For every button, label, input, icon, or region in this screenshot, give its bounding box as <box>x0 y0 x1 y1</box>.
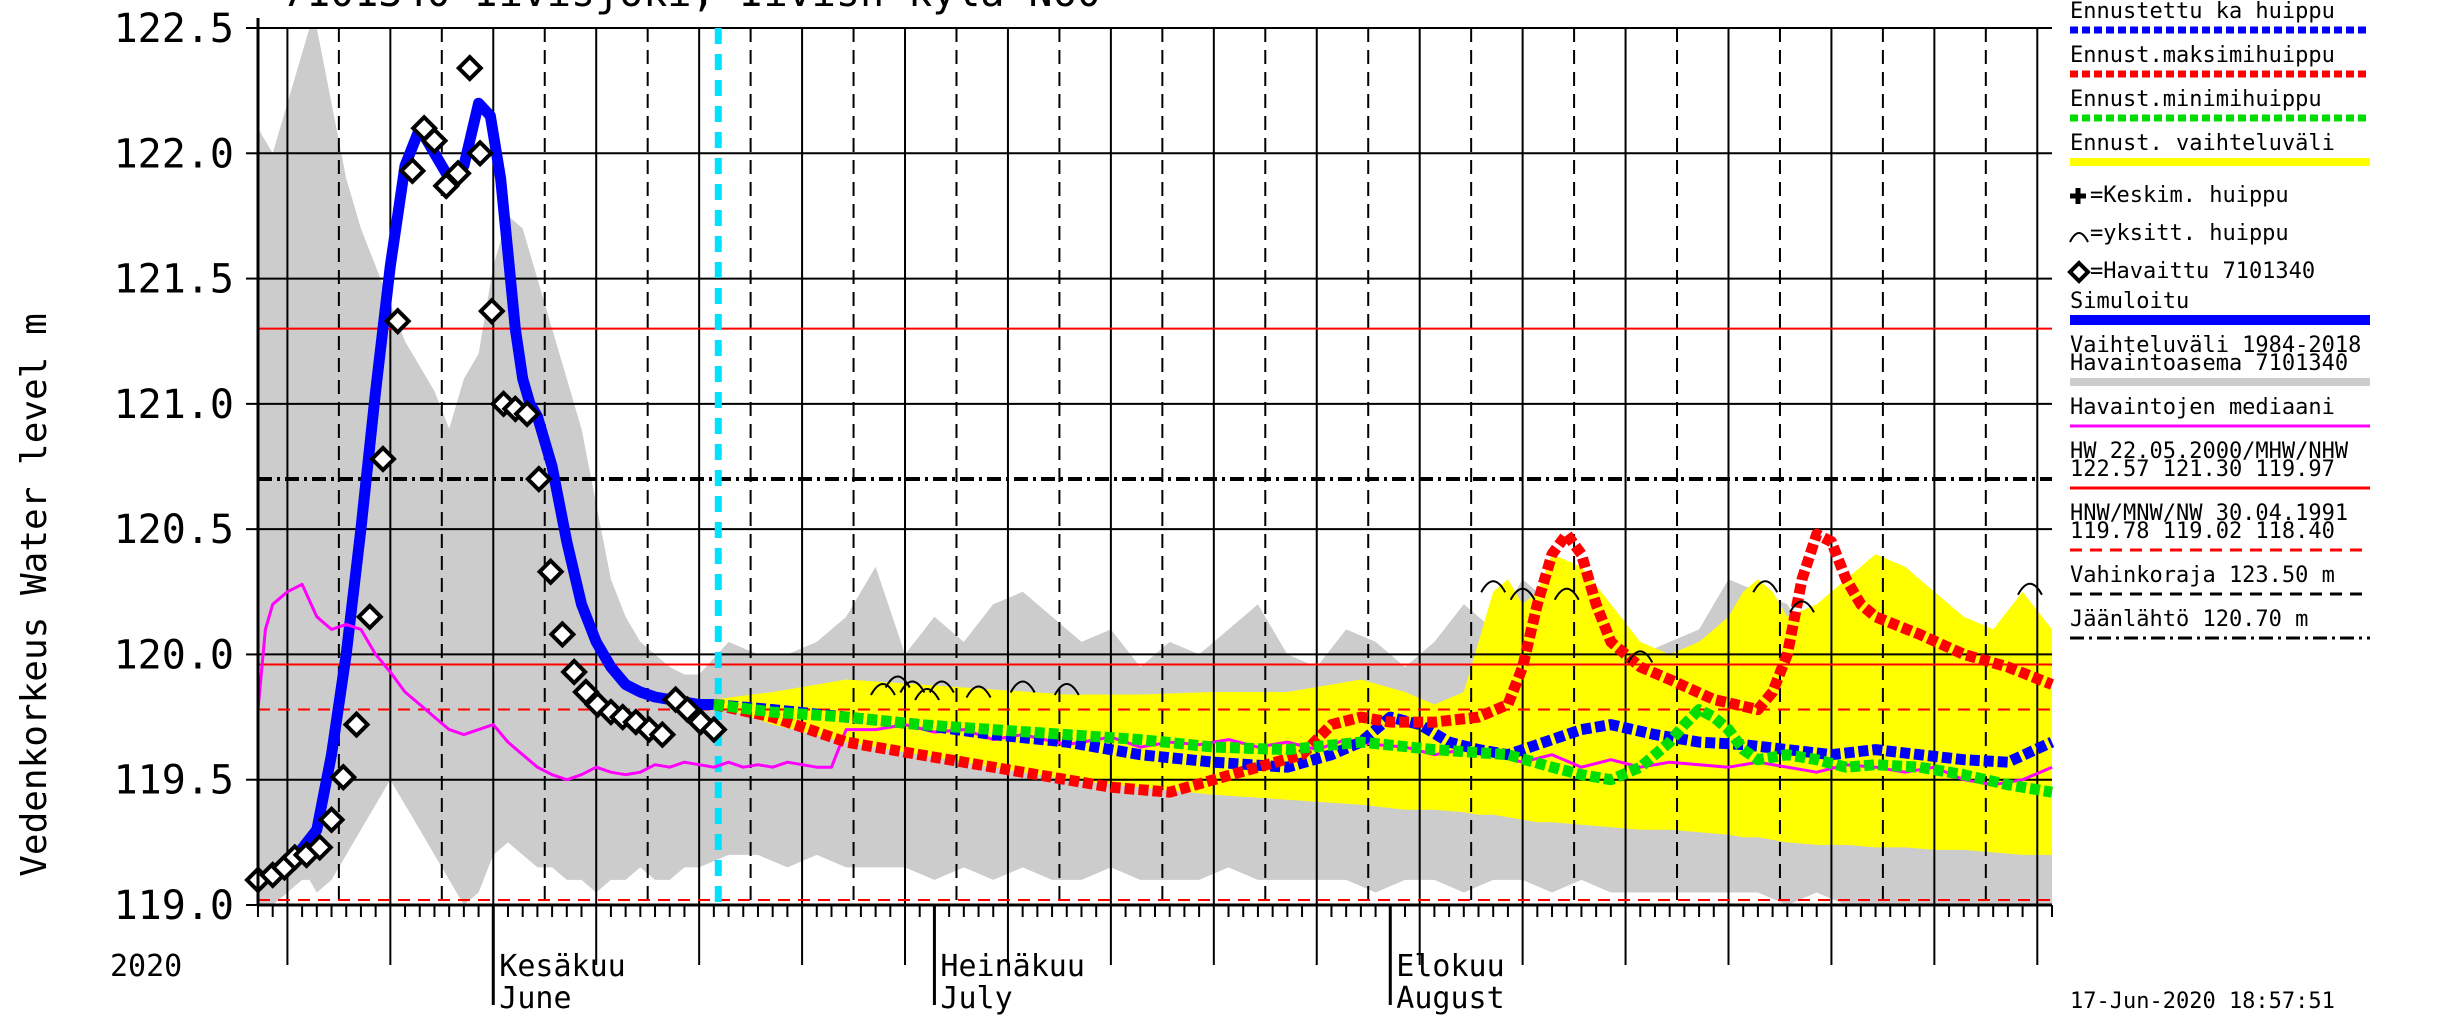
y-axis-label: Vedenkorkeus Water level m <box>14 313 55 877</box>
month-label-en: August <box>1396 981 1504 1016</box>
observed-point <box>536 557 565 586</box>
series-line <box>255 97 714 885</box>
month-label-en: July <box>940 981 1012 1016</box>
single-peak-marker <box>870 683 896 696</box>
observed-point <box>455 54 484 82</box>
y-tick-label: 122.0 <box>114 131 234 177</box>
single-peak-marker <box>1752 580 1779 593</box>
observed-point <box>420 126 449 155</box>
observed-point <box>398 156 427 185</box>
observed-point <box>700 715 728 744</box>
legend-label: Havaintojen mediaani <box>2070 395 2335 420</box>
legend-item: Simuloitu <box>2070 289 2370 325</box>
observed-point <box>466 139 494 168</box>
data-markers <box>244 54 2043 894</box>
legend-label: =Keskim. huippu <box>2090 183 2289 208</box>
series-line <box>712 528 2055 798</box>
axes: 122.5 122.0 121.5 121.0 120.5 120.0 119.5 119.0… <box>114 6 2053 1016</box>
range-bands <box>258 28 2052 905</box>
y-tick-label: 122.5 <box>114 6 234 52</box>
observed-point <box>383 307 412 335</box>
legend-item: Ennustettu ka huippu <box>2070 0 2370 34</box>
observed-point <box>548 620 577 649</box>
legend-label-2: 122.57 121.30 119.97 <box>2070 457 2335 482</box>
legend-label: HNW/MNW/NW 30.04.1991 <box>2070 501 2348 526</box>
legend-label: Simuloitu <box>2070 289 2189 314</box>
single-peak-marker <box>1553 587 1580 601</box>
observed-point <box>317 805 346 834</box>
legend-swatch-plus <box>2070 188 2086 204</box>
observed-point <box>305 833 334 862</box>
month-label-fi: Heinäkuu <box>940 949 1085 984</box>
y-tick-label: 120.5 <box>114 507 234 553</box>
y-tick-label: 119.5 <box>114 758 234 804</box>
observed-point <box>369 445 397 473</box>
single-peak-marker <box>1480 580 1507 593</box>
month-label-fi: Elokuu <box>1396 949 1504 984</box>
observed-point <box>342 710 371 739</box>
observed-point <box>513 400 541 428</box>
legend-swatch-arc <box>2069 232 2089 243</box>
legend-label: Jäänlähtö 120.70 m <box>2070 607 2308 632</box>
observed-point <box>648 720 677 749</box>
legend-label: Ennust.minimihuippu <box>2070 87 2322 112</box>
single-peak-marker <box>2017 582 2043 596</box>
y-tick-label: 120.0 <box>114 632 234 678</box>
legend-label-2: 119.78 119.02 118.40 <box>2070 519 2335 544</box>
legend-item: Ennust.maksimihuippu <box>2070 43 2370 78</box>
single-peak-marker <box>965 685 992 698</box>
y-tick-label: 119.0 <box>114 883 234 929</box>
single-peak-marker <box>1627 650 1654 663</box>
series-line <box>256 582 2053 787</box>
legend-label: Ennust.maksimihuippu <box>2070 43 2335 68</box>
legend-item: Jäänlähtö 120.70 m <box>2070 607 2370 640</box>
month-label-fi: Kesäkuu <box>499 949 625 984</box>
legend-item: Ennust. vaihteluväli <box>2070 131 2370 166</box>
legend-item: =Keskim. huippu <box>2070 183 2289 208</box>
legend-label: =yksitt. huippu <box>2090 221 2289 246</box>
observed-point <box>329 763 358 792</box>
observed-point <box>444 159 472 188</box>
year-label: 2020 <box>110 949 182 984</box>
legend-label-2: Havaintoasema 7101340 <box>2070 351 2348 376</box>
legend: Ennustettu ka huippu Ennust.maksimihuippu… <box>2067 0 2370 640</box>
series-lines <box>255 97 2055 885</box>
legend-label: HW 22.05.2000/MHW/NHW <box>2070 439 2349 464</box>
legend-item: Ennust.minimihuippu <box>2070 87 2370 122</box>
series-line <box>713 699 2053 798</box>
legend-item: Vahinkoraja 123.50 m <box>2070 563 2370 596</box>
observed-point <box>673 695 702 724</box>
legend-label: Ennust. vaihteluväli <box>2070 131 2335 156</box>
legend-label: Vahinkoraja 123.50 m <box>2070 563 2335 588</box>
observed-point <box>477 297 506 325</box>
legend-label: Ennustettu ka huippu <box>2070 0 2335 24</box>
observed-point <box>355 603 384 631</box>
single-peak-marker <box>1053 683 1080 696</box>
single-peak-marker <box>914 688 940 701</box>
single-peak-marker <box>1789 600 1815 613</box>
month-label-en: June <box>499 981 571 1016</box>
single-peak-marker <box>928 680 955 693</box>
single-peak-marker <box>899 680 926 693</box>
timestamp: 17-Jun-2020 18:57:51 <box>2070 989 2335 1014</box>
chart-title: 7101340 Iivisjoki, Iivisn kylä N60 <box>282 0 1101 16</box>
single-peak-marker <box>1509 587 1536 601</box>
legend-item: =yksitt. huippu <box>2069 221 2289 246</box>
legend-label: =Havaittu 7101340 <box>2090 259 2315 284</box>
series-line <box>713 699 2055 773</box>
observed-point <box>560 658 588 686</box>
observed-point <box>525 465 553 493</box>
single-peak-marker <box>1009 680 1036 693</box>
y-tick-label: 121.0 <box>114 382 234 428</box>
y-tick-label: 121.5 <box>114 257 234 303</box>
legend-label: Vaihteluväli 1984-2018 <box>2070 333 2361 358</box>
legend-swatch-diamond <box>2067 260 2091 284</box>
legend-item: Havaintojen mediaani <box>2070 395 2370 428</box>
legend-item: =Havaittu 7101340 <box>2067 259 2315 284</box>
